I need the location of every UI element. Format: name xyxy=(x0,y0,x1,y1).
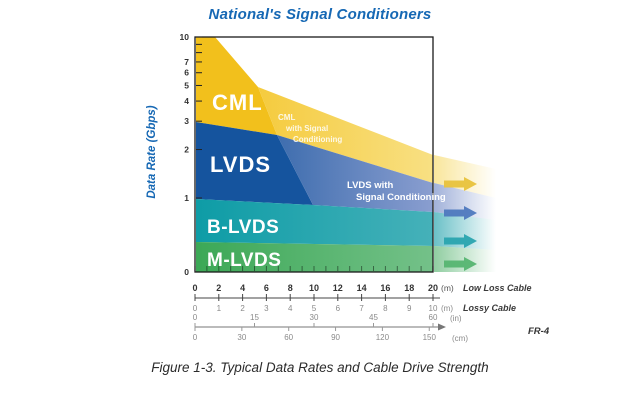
tick-label: 3 xyxy=(264,304,269,313)
tick-label: 8 xyxy=(288,283,293,293)
annotation-line: Conditioning xyxy=(293,135,342,144)
band-cml-fadeout xyxy=(434,155,496,198)
chart-title: National's Signal Conditioners xyxy=(208,6,432,23)
band-label-mlvds: M-LVDS xyxy=(207,250,281,271)
tick-label: 18 xyxy=(404,283,414,293)
tick-label: 0 xyxy=(192,283,197,293)
tick-label: 10 xyxy=(180,32,190,42)
tick-label: 0 xyxy=(184,267,189,277)
figure-caption: Figure 1-3. Typical Data Rates and Cable… xyxy=(151,360,489,375)
tick-label: 4 xyxy=(240,283,245,293)
band-label-blvds: B-LVDS xyxy=(207,217,279,238)
tick-label: 20 xyxy=(428,283,438,293)
unit-fr4-in: (in) xyxy=(450,314,462,323)
x-axis-lossy-cable: 0 1 2 3 4 5 6 7 8 9 10 xyxy=(193,304,438,313)
tick-label: 6 xyxy=(264,283,269,293)
x-axis-low-loss-cable: 0 2 4 6 8 10 12 14 16 18 20 xyxy=(192,283,438,301)
tick-label: 6 xyxy=(336,304,341,313)
tick-label: 1 xyxy=(184,193,189,203)
axis-name-fr4: FR-4 xyxy=(528,326,550,337)
tick-label: 120 xyxy=(376,333,390,342)
unit-fr4-cm: (cm) xyxy=(452,334,468,343)
tick-label: 4 xyxy=(184,96,189,106)
tick-label: 2 xyxy=(184,145,189,155)
tick-label: 7 xyxy=(359,304,364,313)
tick-label: 15 xyxy=(250,313,259,322)
band-label-cml: CML xyxy=(212,90,263,115)
tick-label: 6 xyxy=(184,68,189,78)
tick-label: 0 xyxy=(193,313,198,322)
tick-label: 10 xyxy=(309,283,319,293)
tick-label: 10 xyxy=(429,304,438,313)
tick-label: 60 xyxy=(429,313,438,322)
plot-border xyxy=(194,36,434,273)
annotation-cml-signal-conditioning: CML with Signal Conditioning xyxy=(278,113,342,144)
x-axis-fr4-cm: 0 30 60 90 120 150 xyxy=(193,327,437,342)
blvds-extend-arrow xyxy=(444,234,477,248)
axis-name-low-loss-cable: Low Loss Cable xyxy=(463,283,532,293)
unit-low-loss: (m) xyxy=(441,283,454,293)
tick-label: 0 xyxy=(193,333,198,342)
x-axis-fr4-arrowhead xyxy=(438,323,446,331)
annotation-line: CML xyxy=(278,113,295,122)
tick-label: 8 xyxy=(383,304,388,313)
band-label-lvds: LVDS xyxy=(210,152,271,177)
tick-label: 16 xyxy=(380,283,390,293)
tick-label: 150 xyxy=(423,333,437,342)
tick-label: 7 xyxy=(184,57,189,67)
band-cml xyxy=(196,37,277,135)
y-axis-title: Data Rate (Gbps) xyxy=(146,105,158,198)
band-mlvds xyxy=(196,242,433,272)
tick-label: 3 xyxy=(184,116,189,126)
band-lvds-signal-conditioning xyxy=(277,135,433,212)
tick-label: 2 xyxy=(216,283,221,293)
annotation-line: LVDS with xyxy=(347,180,393,191)
band-cml-signal-conditioning xyxy=(258,87,433,183)
tick-label: 90 xyxy=(331,333,340,342)
plot-bottom-ticks xyxy=(194,266,434,271)
mlvds-extend-arrow xyxy=(444,257,477,271)
band-lvds xyxy=(196,122,313,205)
x-axis-fr4-inches: 0 15 30 45 60 xyxy=(193,313,438,327)
tick-label: 45 xyxy=(369,313,378,322)
band-blvds xyxy=(196,199,433,246)
tick-label: 5 xyxy=(312,304,317,313)
axis-name-lossy-cable: Lossy Cable xyxy=(463,303,516,313)
tick-label: 30 xyxy=(310,313,319,322)
unit-lossy: (m) xyxy=(441,304,453,313)
tick-label: 12 xyxy=(333,283,343,293)
annotation-line: Signal Conditioning xyxy=(356,192,446,203)
tick-label: 4 xyxy=(288,304,293,313)
chart-canvas: Data Rate (Gbps) CML LVDS B-LVDS M-LVDS … xyxy=(146,32,550,343)
cml-extend-arrow xyxy=(444,177,477,191)
tick-label: 5 xyxy=(184,80,189,90)
tick-label: 60 xyxy=(284,333,293,342)
tick-label: 30 xyxy=(237,333,246,342)
tick-label: 2 xyxy=(240,304,245,313)
lvds-extend-arrow xyxy=(444,206,477,220)
tick-label: 9 xyxy=(407,304,412,313)
annotation-lvds-signal-conditioning: LVDS with Signal Conditioning xyxy=(347,180,446,203)
tick-label: 14 xyxy=(357,283,367,293)
tick-label: 1 xyxy=(217,304,222,313)
annotation-line: with Signal xyxy=(285,124,328,133)
tick-label: 0 xyxy=(193,304,198,313)
